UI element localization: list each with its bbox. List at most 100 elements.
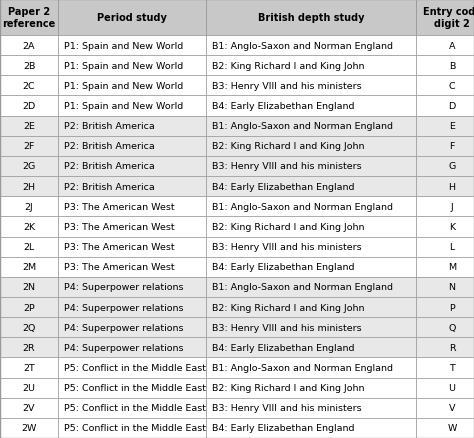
Bar — [206, 378, 416, 398]
Bar — [206, 217, 416, 237]
Text: D: D — [448, 102, 456, 111]
Bar — [0, 297, 58, 318]
Text: P3: The American West: P3: The American West — [64, 243, 174, 251]
Text: British depth study: British depth study — [258, 13, 364, 23]
Bar — [0, 237, 58, 257]
Text: F: F — [449, 142, 455, 151]
Text: P3: The American West: P3: The American West — [64, 202, 174, 211]
Bar — [0, 217, 58, 237]
Bar — [416, 237, 474, 257]
Bar — [0, 257, 58, 277]
Text: J: J — [451, 202, 453, 211]
Bar — [58, 418, 206, 438]
Text: P2: British America: P2: British America — [64, 182, 155, 191]
Text: B2: King Richard I and King John: B2: King Richard I and King John — [212, 223, 365, 231]
Bar — [58, 137, 206, 156]
Text: 2N: 2N — [22, 283, 36, 292]
Text: B4: Early Elizabethan England: B4: Early Elizabethan England — [212, 424, 355, 432]
Bar — [0, 398, 58, 418]
Text: 2H: 2H — [22, 182, 36, 191]
Text: P2: British America: P2: British America — [64, 122, 155, 131]
Text: P4: Superpower relations: P4: Superpower relations — [64, 303, 183, 312]
Bar — [416, 318, 474, 338]
Bar — [58, 277, 206, 297]
Text: 2K: 2K — [23, 223, 35, 231]
Bar — [416, 96, 474, 117]
Bar — [416, 177, 474, 197]
Text: 2F: 2F — [23, 142, 35, 151]
Text: R: R — [449, 343, 456, 352]
Bar — [58, 237, 206, 257]
Text: P4: Superpower relations: P4: Superpower relations — [64, 283, 183, 292]
Text: 2W: 2W — [21, 424, 36, 432]
Bar — [416, 197, 474, 217]
Bar — [0, 0, 58, 36]
Bar — [416, 56, 474, 76]
Bar — [206, 177, 416, 197]
Bar — [58, 357, 206, 378]
Text: 2M: 2M — [22, 263, 36, 272]
Bar — [206, 137, 416, 156]
Text: B: B — [449, 62, 455, 71]
Text: Paper 2
reference: Paper 2 reference — [2, 7, 55, 29]
Bar — [416, 137, 474, 156]
Text: T: T — [449, 363, 455, 372]
Text: P5: Conflict in the Middle East: P5: Conflict in the Middle East — [64, 424, 206, 432]
Bar — [58, 217, 206, 237]
Text: B4: Early Elizabethan England: B4: Early Elizabethan England — [212, 102, 355, 111]
Bar — [0, 277, 58, 297]
Text: B4: Early Elizabethan England: B4: Early Elizabethan England — [212, 182, 355, 191]
Bar — [0, 36, 58, 56]
Text: P1: Spain and New World: P1: Spain and New World — [64, 42, 183, 50]
Bar — [0, 177, 58, 197]
Bar — [58, 318, 206, 338]
Bar — [58, 96, 206, 117]
Bar — [206, 237, 416, 257]
Text: B2: King Richard I and King John: B2: King Richard I and King John — [212, 62, 365, 71]
Bar — [0, 338, 58, 357]
Text: B3: Henry VIII and his ministers: B3: Henry VIII and his ministers — [212, 162, 362, 171]
Text: B2: King Richard I and King John: B2: King Richard I and King John — [212, 383, 365, 392]
Text: B1: Anglo-Saxon and Norman England: B1: Anglo-Saxon and Norman England — [212, 283, 393, 292]
Text: P4: Superpower relations: P4: Superpower relations — [64, 343, 183, 352]
Bar — [416, 277, 474, 297]
Bar — [58, 36, 206, 56]
Bar — [0, 56, 58, 76]
Text: B3: Henry VIII and his ministers: B3: Henry VIII and his ministers — [212, 323, 362, 332]
Text: B2: King Richard I and King John: B2: King Richard I and King John — [212, 303, 365, 312]
Text: P2: British America: P2: British America — [64, 142, 155, 151]
Text: P5: Conflict in the Middle East: P5: Conflict in the Middle East — [64, 383, 206, 392]
Text: P2: British America: P2: British America — [64, 162, 155, 171]
Bar — [206, 257, 416, 277]
Text: H: H — [448, 182, 456, 191]
Bar — [416, 297, 474, 318]
Bar — [206, 96, 416, 117]
Bar — [0, 418, 58, 438]
Text: P3: The American West: P3: The American West — [64, 223, 174, 231]
Text: B3: Henry VIII and his ministers: B3: Henry VIII and his ministers — [212, 82, 362, 91]
Text: P1: Spain and New World: P1: Spain and New World — [64, 102, 183, 111]
Text: P1: Spain and New World: P1: Spain and New World — [64, 62, 183, 71]
Bar — [58, 156, 206, 177]
Text: 2E: 2E — [23, 122, 35, 131]
Bar — [206, 277, 416, 297]
Text: B1: Anglo-Saxon and Norman England: B1: Anglo-Saxon and Norman England — [212, 363, 393, 372]
Bar — [58, 398, 206, 418]
Text: W: W — [447, 424, 456, 432]
Text: N: N — [448, 283, 456, 292]
Bar — [206, 56, 416, 76]
Bar — [0, 378, 58, 398]
Bar — [416, 378, 474, 398]
Text: 2R: 2R — [23, 343, 35, 352]
Bar — [0, 318, 58, 338]
Text: Entry code
digit 2: Entry code digit 2 — [422, 7, 474, 29]
Bar — [416, 0, 474, 36]
Bar — [206, 398, 416, 418]
Text: P4: Superpower relations: P4: Superpower relations — [64, 323, 183, 332]
Text: 2L: 2L — [23, 243, 35, 251]
Bar — [416, 36, 474, 56]
Text: Q: Q — [448, 323, 456, 332]
Text: B1: Anglo-Saxon and Norman England: B1: Anglo-Saxon and Norman England — [212, 202, 393, 211]
Bar — [206, 357, 416, 378]
Text: P: P — [449, 303, 455, 312]
